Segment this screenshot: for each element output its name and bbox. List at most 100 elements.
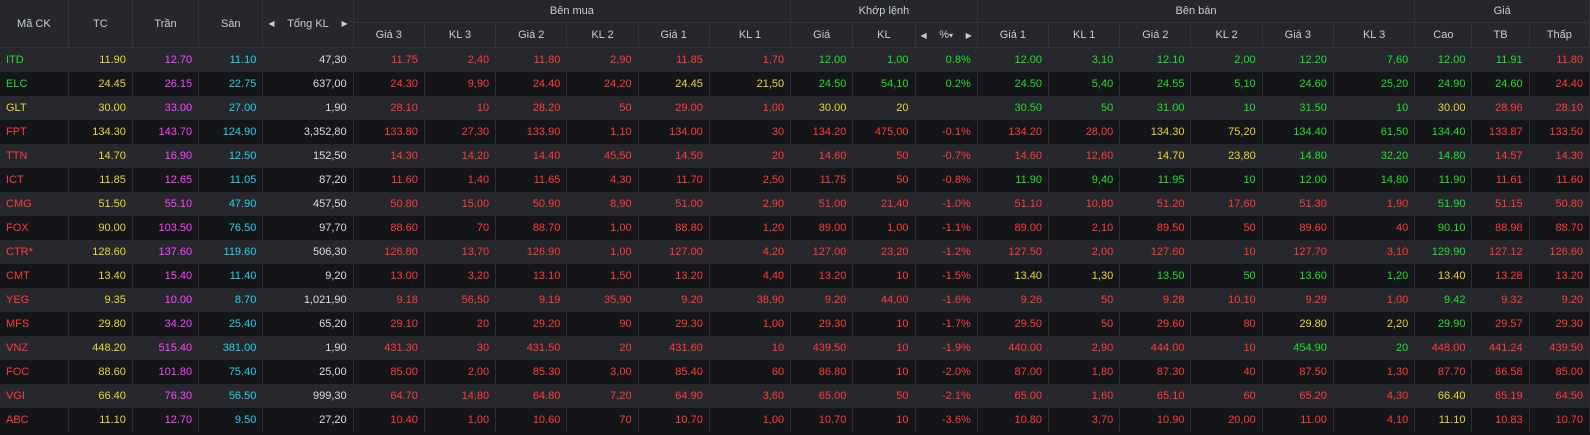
sell-price2-cell: 51.20 bbox=[1119, 192, 1192, 216]
table-row[interactable]: ICT 11.85 12.65 11.05 87,20 11.60 1,40 11.65 4,3… bbox=[0, 168, 1590, 192]
header-buy-vol3[interactable]: KL 3 bbox=[424, 22, 497, 48]
header-buy-vol2[interactable]: KL 2 bbox=[566, 22, 639, 48]
table-row[interactable]: FOX 90.00 103.50 76.50 97,70 88.60 70 88.70 1,00… bbox=[0, 216, 1590, 240]
buy-vol1-cell: 4,20 bbox=[709, 240, 792, 264]
header-symbol[interactable]: Mã CK bbox=[0, 0, 69, 48]
buy-price1-cell: 85.40 bbox=[638, 360, 710, 384]
header-buy-price3[interactable]: Giá 3 bbox=[353, 22, 425, 48]
caret-left-icon[interactable]: ◀ bbox=[920, 30, 927, 40]
header-sell-price2[interactable]: Giá 2 bbox=[1119, 22, 1192, 48]
total-volume-cell: 97,70 bbox=[262, 216, 354, 240]
caret-left-icon[interactable]: ◀ bbox=[268, 19, 275, 28]
header-ref[interactable]: TC bbox=[68, 0, 133, 48]
header-buy-vol1[interactable]: KL 1 bbox=[709, 22, 792, 48]
buy-price1-cell: 9.20 bbox=[638, 288, 710, 312]
symbol-cell[interactable]: FOX bbox=[0, 216, 69, 240]
symbol-cell[interactable]: ICT bbox=[0, 168, 69, 192]
high-price-cell: 9.42 bbox=[1414, 288, 1473, 312]
header-avg[interactable]: TB bbox=[1471, 22, 1530, 48]
sell-vol2-cell: 60 bbox=[1190, 384, 1263, 408]
header-buy-price2[interactable]: Giá 2 bbox=[495, 22, 568, 48]
match-percent-cell bbox=[915, 96, 978, 120]
header-low[interactable]: Thấp bbox=[1529, 22, 1590, 48]
buy-price3-cell: 50.80 bbox=[353, 192, 425, 216]
header-buy-price1[interactable]: Giá 1 bbox=[638, 22, 710, 48]
total-volume-cell: 87,20 bbox=[262, 168, 354, 192]
ceiling-price-cell: 55.10 bbox=[132, 192, 200, 216]
buy-vol1-cell: 4,40 bbox=[709, 264, 792, 288]
table-row[interactable]: CMG 51.50 55.10 47.90 457,50 50.80 15,00 50.90 8… bbox=[0, 192, 1590, 216]
symbol-cell[interactable]: VNZ bbox=[0, 336, 69, 360]
header-match-percent[interactable]: ◀ %▾ ▶ bbox=[915, 22, 978, 48]
header-floor[interactable]: Sàn bbox=[198, 0, 264, 48]
header-high[interactable]: Cao bbox=[1414, 22, 1473, 48]
symbol-cell[interactable]: CTR* bbox=[0, 240, 69, 264]
symbol-cell[interactable]: YEG bbox=[0, 288, 69, 312]
header-sell-price3[interactable]: Giá 3 bbox=[1262, 22, 1334, 48]
symbol-cell[interactable]: ITD bbox=[0, 47, 69, 72]
symbol-cell[interactable]: FPT bbox=[0, 120, 69, 144]
header-sell-group: Bên bán bbox=[977, 0, 1416, 23]
header-sell-vol1[interactable]: KL 1 bbox=[1048, 22, 1121, 48]
table-row[interactable]: VGI 66.40 76.30 56.50 999,30 64.70 14,80 64.80 7… bbox=[0, 384, 1590, 408]
match-vol-cell: 10 bbox=[852, 360, 916, 384]
sell-vol1-cell: 50 bbox=[1048, 288, 1121, 312]
buy-price2-cell: 64.80 bbox=[495, 384, 568, 408]
symbol-cell[interactable]: MFS bbox=[0, 312, 69, 336]
floor-price-cell: 11.05 bbox=[198, 168, 264, 192]
table-row[interactable]: YEG 9.35 10.00 8.70 1,021,90 9.18 56,50 9.19 35,… bbox=[0, 288, 1590, 312]
avg-price-cell: 51.15 bbox=[1471, 192, 1530, 216]
sell-vol3-cell: 7,60 bbox=[1333, 47, 1416, 72]
match-price-cell: 24.50 bbox=[790, 72, 854, 96]
table-row[interactable]: ITD 11.90 12.70 11.10 47,30 11.75 2,40 11.80 2,9… bbox=[0, 47, 1590, 72]
symbol-cell[interactable]: CMT bbox=[0, 264, 69, 288]
match-percent-cell: -1.2% bbox=[915, 240, 978, 264]
header-ceiling[interactable]: Trần bbox=[132, 0, 200, 48]
header-sell-vol3[interactable]: KL 3 bbox=[1333, 22, 1416, 48]
table-row[interactable]: ABC 11.10 12.70 9.50 27,20 10.40 1,00 10.60 70 10… bbox=[0, 408, 1590, 432]
avg-price-cell: 65.19 bbox=[1471, 384, 1530, 408]
symbol-cell[interactable]: TTN bbox=[0, 144, 69, 168]
table-row[interactable]: CMT 13.40 15.40 11.40 9,20 13.00 3,20 13.10 1,50… bbox=[0, 264, 1590, 288]
symbol-cell[interactable]: GLT bbox=[0, 96, 69, 120]
ceiling-price-cell: 12.70 bbox=[132, 408, 200, 432]
buy-price3-cell: 10.40 bbox=[353, 408, 425, 432]
match-price-cell: 134.20 bbox=[790, 120, 854, 144]
caret-right-icon[interactable]: ▶ bbox=[965, 30, 972, 40]
buy-vol1-cell: 20 bbox=[709, 144, 792, 168]
symbol-cell[interactable]: VGI bbox=[0, 384, 69, 408]
sell-price2-cell: 65.10 bbox=[1119, 384, 1192, 408]
sort-down-icon[interactable]: ▾ bbox=[949, 31, 954, 40]
table-row[interactable]: FPT 134.30 143.70 124.90 3,352,80 133.80 27,30… bbox=[0, 120, 1590, 144]
caret-right-icon[interactable]: ▶ bbox=[341, 19, 348, 28]
header-total-volume[interactable]: ◀ Tổng KL ▶ bbox=[262, 0, 354, 48]
table-row[interactable]: ELC 24.45 26.15 22.75 637,00 24.30 9,90 24.40 24… bbox=[0, 72, 1590, 96]
sell-price1-cell: 440.00 bbox=[977, 336, 1049, 360]
match-price-cell: 89.00 bbox=[790, 216, 854, 240]
sell-price3-cell: 87.50 bbox=[1262, 360, 1334, 384]
sell-price1-cell: 89.00 bbox=[977, 216, 1049, 240]
header-match-group: Khớp lệnh bbox=[790, 0, 978, 23]
table-row[interactable]: TTN 14.70 16.90 12.50 152,50 14.30 14,20 14.40 4… bbox=[0, 144, 1590, 168]
header-match-price[interactable]: Giá bbox=[790, 22, 854, 48]
table-row[interactable]: MFS 29.80 34.20 25.40 65,20 29.10 20 29.20 90 29.… bbox=[0, 312, 1590, 336]
symbol-cell[interactable]: CMG bbox=[0, 192, 69, 216]
header-sell-price1[interactable]: Giá 1 bbox=[977, 22, 1049, 48]
table-row[interactable]: CTR* 128.60 137.60 119.60 506,30 126.80 13,70 1… bbox=[0, 240, 1590, 264]
sell-vol3-cell: 20 bbox=[1333, 336, 1416, 360]
buy-vol3-cell: 27,30 bbox=[424, 120, 497, 144]
sell-vol3-cell: 4,10 bbox=[1333, 408, 1416, 432]
high-price-cell: 24.90 bbox=[1414, 72, 1473, 96]
symbol-cell[interactable]: ELC bbox=[0, 72, 69, 96]
buy-vol1-cell: 1,20 bbox=[709, 216, 792, 240]
table-row[interactable]: FOC 88.60 101.80 75.40 25,00 85.00 2,00 85.30 3,… bbox=[0, 360, 1590, 384]
match-percent-cell: -3.6% bbox=[915, 408, 978, 432]
header-match-vol[interactable]: KL bbox=[852, 22, 916, 48]
table-row[interactable]: VNZ 448.20 515.40 381.00 1,90 431.30 30 431.50 2… bbox=[0, 336, 1590, 360]
match-vol-cell: 23,20 bbox=[852, 240, 916, 264]
buy-price1-cell: 127.00 bbox=[638, 240, 710, 264]
symbol-cell[interactable]: ABC bbox=[0, 408, 69, 432]
header-sell-vol2[interactable]: KL 2 bbox=[1190, 22, 1263, 48]
table-row[interactable]: GLT 30.00 33.00 27.00 1,90 28.10 10 28.20 50 29.0… bbox=[0, 96, 1590, 120]
symbol-cell[interactable]: FOC bbox=[0, 360, 69, 384]
